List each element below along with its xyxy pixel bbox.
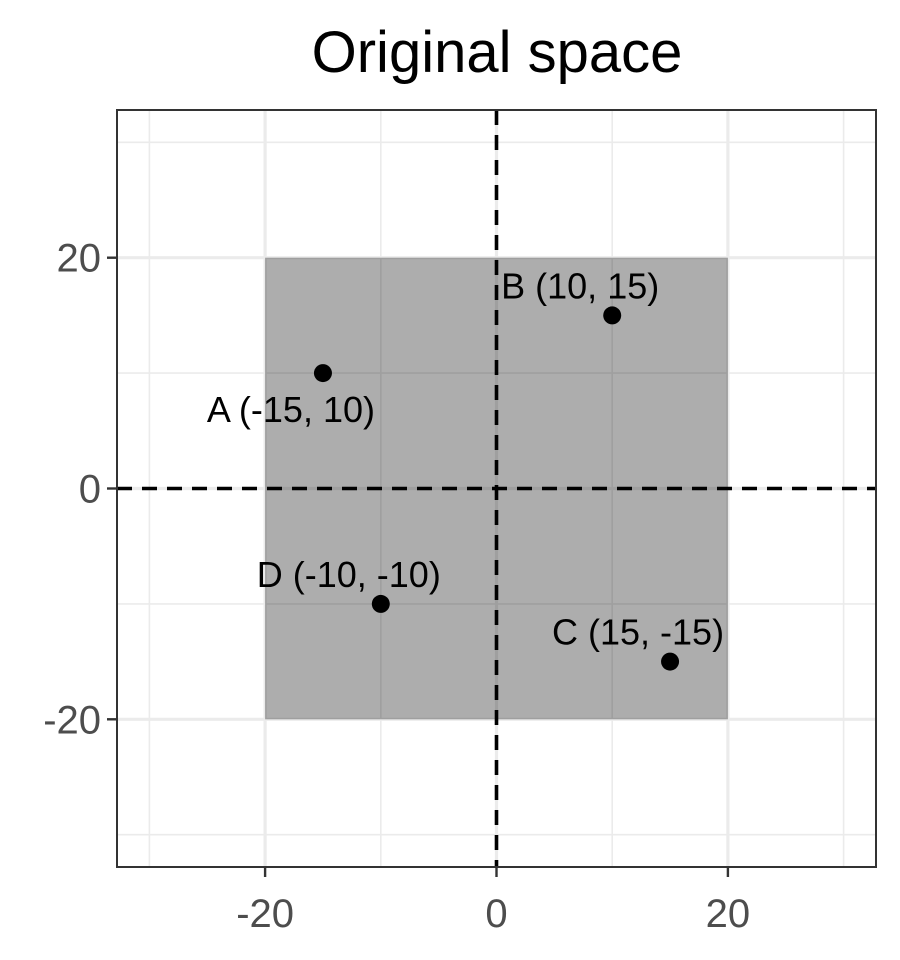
data-point [313, 364, 332, 383]
data-point [603, 306, 622, 325]
chart-title: Original space [312, 20, 683, 85]
x-tick-label: 20 [706, 892, 751, 936]
point-label: A (-15, 10) [207, 389, 375, 430]
point-label: C (15, -15) [552, 612, 724, 653]
data-point [661, 652, 680, 671]
plot-area: A (-15, 10) B (10, 15) C (15, -15) D (-10, … [43, 109, 877, 936]
x-tick-label: -20 [236, 892, 294, 936]
x-tick-label: 0 [485, 892, 507, 936]
data-point [371, 594, 390, 613]
point-label: D (-10, -10) [257, 554, 441, 595]
y-tick-label: 0 [79, 468, 101, 512]
point-label: B (10, 15) [501, 265, 659, 306]
y-tick-label: 20 [57, 237, 102, 281]
y-tick-label: -20 [43, 698, 101, 742]
